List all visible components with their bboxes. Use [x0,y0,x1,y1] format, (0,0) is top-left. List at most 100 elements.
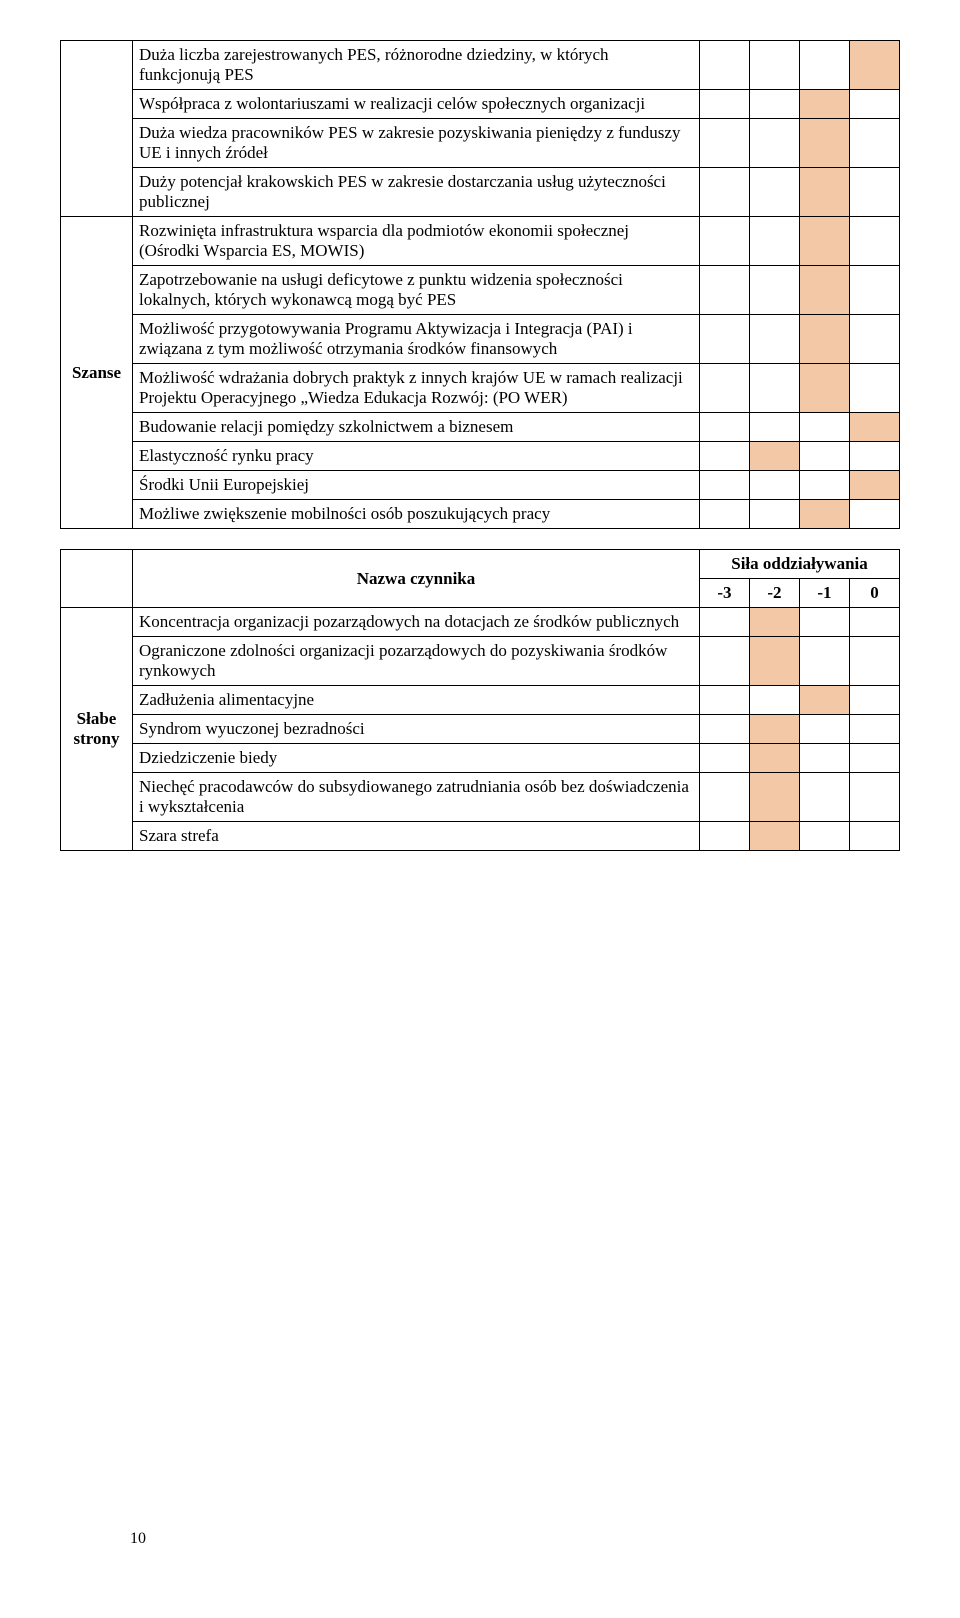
indicator-cell [750,500,800,529]
indicator-cell [849,744,899,773]
row-description: Duży potencjał krakowskich PES w zakresi… [133,168,700,217]
category-cell-slabe-strony: Słabe strony [61,608,133,851]
row-description: Zadłużenia alimentacyjne [133,686,700,715]
category-cell-szanse: Szanse [61,217,133,529]
scale-cell: 0 [849,579,899,608]
row-description: Syndrom wyuczonej bezradności [133,715,700,744]
indicator-cell [700,90,750,119]
indicator-cell [700,266,750,315]
indicator-cell [699,744,749,773]
row-description: Zapotrzebowanie na usługi deficytowe z p… [133,266,700,315]
row-description: Budowanie relacji pomiędzy szkolnictwem … [133,413,700,442]
row-description: Możliwe zwiększenie mobilności osób posz… [133,500,700,529]
scale-cell: -1 [799,579,849,608]
indicator-cell [850,500,900,529]
row-description: Możliwość przygotowywania Programu Aktyw… [133,315,700,364]
indicator-cell [800,41,850,90]
indicator-cell [750,217,800,266]
category-cell-slabe [61,550,133,608]
indicator-cell [750,364,800,413]
indicator-cell [750,168,800,217]
table-row: Szara strefa [61,822,900,851]
table-row: Syndrom wyuczonej bezradności [61,715,900,744]
indicator-cell [700,442,750,471]
indicator-cell [700,168,750,217]
indicator-cell [800,119,850,168]
table-row: Zadłużenia alimentacyjne [61,686,900,715]
indicator-cell [799,773,849,822]
indicator-cell [750,442,800,471]
row-description: Możliwość wdrażania dobrych praktyk z in… [133,364,700,413]
indicator-cell [850,442,900,471]
header-row: Nazwa czynnikaSiła oddziaływania [61,550,900,579]
table-row: Środki Unii Europejskiej [61,471,900,500]
row-description: Niechęć pracodawców do subsydiowanego za… [133,773,700,822]
indicator-cell [799,715,849,744]
row-description: Rozwinięta infrastruktura wsparcia dla p… [133,217,700,266]
indicator-cell [849,686,899,715]
table-szanse: Duża liczba zarejestrowanych PES, różnor… [60,40,900,529]
indicator-cell [799,686,849,715]
row-description: Duża liczba zarejestrowanych PES, różnor… [133,41,700,90]
indicator-cell [800,413,850,442]
indicator-cell [699,637,749,686]
indicator-cell [750,471,800,500]
indicator-cell [749,637,799,686]
scale-cell: -3 [699,579,749,608]
indicator-cell [750,413,800,442]
indicator-cell [749,686,799,715]
row-description: Koncentracja organizacji pozarządowych n… [133,608,700,637]
indicator-cell [749,773,799,822]
table-row: Słabe stronyKoncentracja organizacji poz… [61,608,900,637]
indicator-cell [699,608,749,637]
indicator-cell [849,773,899,822]
indicator-cell [850,471,900,500]
row-description: Środki Unii Europejskiej [133,471,700,500]
indicator-cell [749,822,799,851]
indicator-cell [699,686,749,715]
indicator-cell [700,413,750,442]
header-nazwa: Nazwa czynnika [133,550,700,608]
table-row: Możliwość wdrażania dobrych praktyk z in… [61,364,900,413]
indicator-cell [799,822,849,851]
table-row: Duża wiedza pracowników PES w zakresie p… [61,119,900,168]
table-slabe-strony: Nazwa czynnikaSiła oddziaływania-3-2-10S… [60,549,900,851]
indicator-cell [700,119,750,168]
indicator-cell [850,266,900,315]
table-row: Współpraca z wolontariuszami w realizacj… [61,90,900,119]
indicator-cell [849,715,899,744]
indicator-cell [749,608,799,637]
indicator-cell [750,315,800,364]
indicator-cell [699,773,749,822]
indicator-cell [750,90,800,119]
table-row: Ograniczone zdolności organizacji pozarz… [61,637,900,686]
indicator-cell [800,90,850,119]
indicator-cell [750,119,800,168]
indicator-cell [850,217,900,266]
table-row: Zapotrzebowanie na usługi deficytowe z p… [61,266,900,315]
indicator-cell [799,637,849,686]
row-description: Dziedziczenie biedy [133,744,700,773]
indicator-cell [850,413,900,442]
indicator-cell [849,637,899,686]
header-sila: Siła oddziaływania [699,550,899,579]
table-row: SzanseRozwinięta infrastruktura wsparcia… [61,217,900,266]
indicator-cell [800,500,850,529]
indicator-cell [700,217,750,266]
indicator-cell [800,266,850,315]
indicator-cell [700,315,750,364]
row-description: Duża wiedza pracowników PES w zakresie p… [133,119,700,168]
indicator-cell [800,442,850,471]
indicator-cell [849,822,899,851]
indicator-cell [800,217,850,266]
row-description: Elastyczność rynku pracy [133,442,700,471]
scale-cell: -2 [749,579,799,608]
indicator-cell [850,119,900,168]
category-cell-empty [61,41,133,217]
indicator-cell [749,715,799,744]
indicator-cell [850,364,900,413]
table-row: Możliwość przygotowywania Programu Aktyw… [61,315,900,364]
indicator-cell [750,266,800,315]
indicator-cell [699,715,749,744]
table-row: Dziedziczenie biedy [61,744,900,773]
